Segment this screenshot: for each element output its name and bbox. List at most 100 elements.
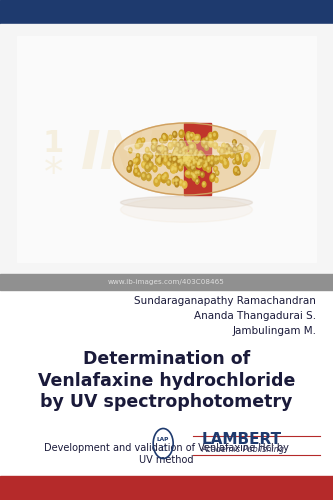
Circle shape bbox=[208, 160, 209, 162]
Circle shape bbox=[173, 156, 178, 163]
Circle shape bbox=[181, 144, 183, 146]
Circle shape bbox=[148, 162, 153, 170]
Circle shape bbox=[178, 156, 179, 158]
Circle shape bbox=[210, 174, 215, 182]
Circle shape bbox=[196, 134, 200, 140]
Circle shape bbox=[244, 162, 245, 164]
Circle shape bbox=[211, 157, 213, 159]
Circle shape bbox=[185, 158, 186, 160]
Circle shape bbox=[148, 175, 149, 178]
Circle shape bbox=[138, 173, 139, 174]
Circle shape bbox=[197, 170, 200, 175]
Circle shape bbox=[178, 158, 182, 164]
Circle shape bbox=[190, 162, 194, 168]
Circle shape bbox=[198, 162, 199, 164]
Circle shape bbox=[135, 166, 136, 168]
Circle shape bbox=[173, 149, 177, 154]
Circle shape bbox=[184, 156, 186, 158]
Circle shape bbox=[195, 161, 197, 163]
Circle shape bbox=[203, 163, 208, 170]
Circle shape bbox=[163, 135, 165, 138]
Circle shape bbox=[154, 178, 160, 186]
Circle shape bbox=[186, 158, 188, 160]
Circle shape bbox=[186, 157, 188, 160]
Circle shape bbox=[162, 140, 163, 141]
Circle shape bbox=[137, 138, 143, 147]
Circle shape bbox=[185, 152, 190, 160]
Circle shape bbox=[244, 153, 250, 162]
Circle shape bbox=[226, 145, 228, 147]
Circle shape bbox=[158, 156, 162, 162]
Circle shape bbox=[182, 158, 186, 164]
Circle shape bbox=[208, 158, 210, 160]
Circle shape bbox=[190, 158, 192, 160]
Circle shape bbox=[157, 175, 161, 182]
Circle shape bbox=[238, 172, 239, 173]
Circle shape bbox=[127, 166, 132, 172]
Circle shape bbox=[186, 172, 188, 174]
Circle shape bbox=[135, 170, 137, 172]
Circle shape bbox=[186, 158, 187, 160]
Circle shape bbox=[208, 132, 214, 141]
Circle shape bbox=[205, 164, 207, 166]
Circle shape bbox=[206, 166, 211, 172]
Circle shape bbox=[190, 134, 191, 136]
Circle shape bbox=[159, 148, 161, 150]
Circle shape bbox=[169, 155, 170, 157]
Circle shape bbox=[153, 138, 157, 145]
Circle shape bbox=[233, 140, 236, 145]
Circle shape bbox=[183, 146, 186, 150]
Circle shape bbox=[165, 158, 166, 162]
Circle shape bbox=[245, 155, 248, 158]
Circle shape bbox=[193, 150, 198, 158]
Circle shape bbox=[194, 134, 200, 143]
Circle shape bbox=[159, 158, 160, 160]
Circle shape bbox=[171, 168, 174, 172]
Circle shape bbox=[186, 154, 191, 162]
Circle shape bbox=[233, 141, 235, 143]
Circle shape bbox=[179, 180, 183, 186]
Circle shape bbox=[156, 152, 159, 158]
Circle shape bbox=[227, 150, 231, 156]
Circle shape bbox=[239, 146, 243, 152]
Circle shape bbox=[191, 172, 196, 179]
Circle shape bbox=[157, 159, 162, 166]
Circle shape bbox=[174, 164, 176, 166]
Circle shape bbox=[223, 160, 229, 168]
Circle shape bbox=[184, 156, 185, 158]
Circle shape bbox=[176, 148, 178, 151]
Circle shape bbox=[196, 180, 198, 184]
Circle shape bbox=[238, 144, 242, 150]
Circle shape bbox=[193, 175, 195, 178]
Circle shape bbox=[237, 158, 239, 160]
Circle shape bbox=[142, 139, 143, 140]
Circle shape bbox=[178, 164, 183, 171]
Circle shape bbox=[143, 154, 149, 162]
Circle shape bbox=[178, 153, 183, 160]
Circle shape bbox=[195, 136, 197, 140]
Circle shape bbox=[159, 160, 160, 163]
Circle shape bbox=[128, 167, 130, 170]
Circle shape bbox=[177, 158, 181, 166]
Circle shape bbox=[192, 174, 197, 181]
Circle shape bbox=[184, 156, 190, 164]
Circle shape bbox=[238, 147, 240, 150]
Circle shape bbox=[180, 142, 185, 149]
Circle shape bbox=[204, 144, 208, 150]
Circle shape bbox=[237, 145, 242, 152]
Circle shape bbox=[173, 157, 176, 162]
Circle shape bbox=[194, 150, 198, 154]
Circle shape bbox=[201, 173, 203, 175]
Circle shape bbox=[185, 156, 188, 162]
Circle shape bbox=[198, 151, 202, 157]
Circle shape bbox=[191, 172, 192, 174]
Circle shape bbox=[190, 133, 193, 138]
Text: www.ib-images.com/403C08465: www.ib-images.com/403C08465 bbox=[108, 279, 225, 285]
Circle shape bbox=[137, 154, 140, 158]
Circle shape bbox=[188, 162, 189, 164]
Circle shape bbox=[186, 148, 187, 149]
Circle shape bbox=[212, 175, 213, 178]
Circle shape bbox=[180, 151, 181, 152]
Circle shape bbox=[178, 156, 180, 158]
Circle shape bbox=[214, 144, 216, 146]
